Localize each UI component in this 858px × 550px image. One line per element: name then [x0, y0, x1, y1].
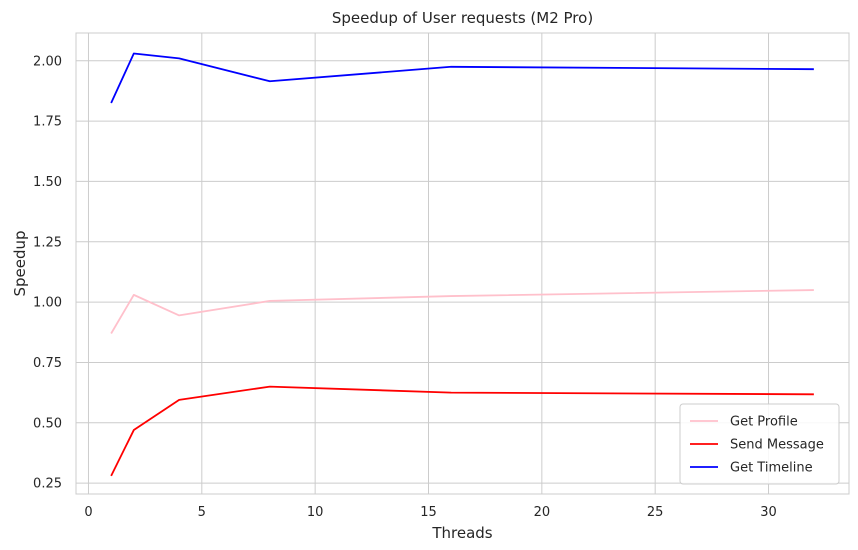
x-tick-label: 10	[307, 505, 324, 520]
legend-label: Send Message	[730, 438, 824, 453]
y-tick-label: 1.00	[33, 296, 62, 311]
y-tick-label: 1.25	[33, 235, 62, 250]
series-line-get-profile	[110, 289, 814, 334]
legend-box	[679, 403, 840, 485]
series-lines	[110, 52, 814, 477]
series-line-get-timeline	[110, 52, 814, 104]
y-tick-label: 0.50	[33, 416, 62, 431]
series-line-send-message	[110, 385, 814, 477]
y-tick-label: 2.00	[33, 54, 62, 69]
plot-frame	[75, 32, 850, 495]
x-tick-label: 15	[420, 505, 437, 520]
y-tick-label: 0.75	[33, 356, 62, 371]
tick-labels: 0 5 10 15 20 25 30 0.25 0.50 0.75 1.00 1.25 1.50 1.75…	[33, 54, 777, 520]
legend: Get Profile Send Message Get Timeline	[679, 403, 840, 485]
y-tick-label: 1.75	[33, 115, 62, 130]
x-tick-label: 30	[760, 505, 777, 520]
y-axis-title: Speedup	[11, 230, 29, 296]
x-axis-title: Threads	[431, 524, 492, 542]
x-tick-label: 20	[534, 505, 551, 520]
y-tick-label: 1.50	[33, 175, 62, 190]
x-tick-label: 25	[647, 505, 664, 520]
y-tick-label: 0.25	[33, 477, 62, 492]
chart-title: Speedup of User requests (M2 Pro)	[332, 9, 593, 27]
x-tick-label: 0	[84, 505, 92, 520]
grid	[76, 33, 849, 494]
legend-label: Get Profile	[730, 415, 798, 430]
legend-label: Get Timeline	[730, 461, 813, 476]
x-tick-label: 5	[198, 505, 206, 520]
